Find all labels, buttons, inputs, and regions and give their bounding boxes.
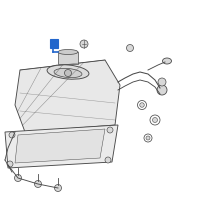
Circle shape [127,45,134,51]
Ellipse shape [47,65,89,79]
Circle shape [146,136,150,140]
Ellipse shape [162,58,172,64]
Circle shape [80,40,88,48]
Ellipse shape [58,49,78,54]
Circle shape [35,180,42,188]
Circle shape [140,103,144,107]
Circle shape [9,132,15,138]
Ellipse shape [54,68,82,78]
Polygon shape [15,129,105,163]
Circle shape [64,70,72,76]
Polygon shape [5,125,118,168]
Polygon shape [58,52,78,64]
Circle shape [153,117,158,122]
Circle shape [105,157,111,163]
Circle shape [14,174,22,182]
Circle shape [158,78,166,86]
Circle shape [7,161,13,167]
Circle shape [107,127,113,133]
FancyBboxPatch shape [50,38,58,47]
Circle shape [54,184,62,192]
Circle shape [157,85,167,95]
Polygon shape [15,60,120,132]
